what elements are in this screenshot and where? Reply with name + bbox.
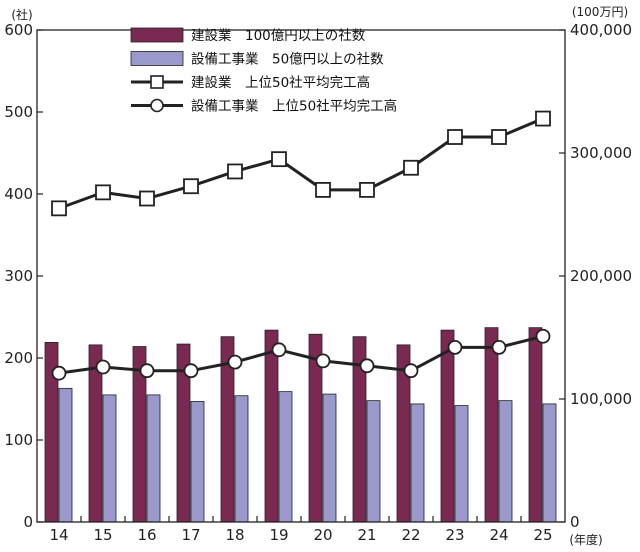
left-axis-unit: (社) xyxy=(11,7,32,22)
bar-equipment-18 xyxy=(234,395,249,523)
x-tick-label: 15 xyxy=(93,526,112,544)
x-tick-label: 24 xyxy=(489,526,508,544)
point-construction-22 xyxy=(403,159,419,176)
legend-marker-2 xyxy=(150,75,164,89)
x-tick-label: 14 xyxy=(49,526,68,544)
point-construction-16 xyxy=(139,190,155,207)
x-tick-label: 21 xyxy=(357,526,376,544)
legend-marker-3 xyxy=(150,98,164,113)
left-tick-label: 0 xyxy=(23,513,33,531)
right-tick-label: 300,000 xyxy=(570,144,632,162)
left-tick-label: 500 xyxy=(4,103,33,121)
line-construction-avg-completion xyxy=(58,117,544,210)
legend-label-3: 設備工事業 上位50社平均完工高 xyxy=(191,98,397,115)
point-construction-20 xyxy=(315,181,331,198)
line-equipment-avg-completion xyxy=(58,334,544,375)
point-construction-17 xyxy=(183,178,199,195)
bar-construction-23 xyxy=(440,329,455,523)
bar-equipment-16 xyxy=(146,394,161,523)
right-tick-label: 400,000 xyxy=(570,21,632,39)
point-equipment-17 xyxy=(183,363,199,379)
x-tick-label: 23 xyxy=(445,526,464,544)
point-equipment-24 xyxy=(491,339,507,355)
bar-equipment-19 xyxy=(278,391,293,523)
line-layer xyxy=(51,110,551,381)
bar-layer xyxy=(44,327,557,523)
legend-swatch-0 xyxy=(130,27,184,43)
point-equipment-21 xyxy=(359,358,375,374)
bar-equipment-21 xyxy=(366,400,381,523)
point-construction-19 xyxy=(271,151,287,168)
bar-construction-24 xyxy=(484,327,499,523)
point-equipment-16 xyxy=(139,363,155,379)
point-construction-18 xyxy=(227,163,243,180)
bar-equipment-15 xyxy=(102,394,117,523)
left-tick-label: 200 xyxy=(4,349,33,367)
point-construction-21 xyxy=(359,181,375,198)
bar-construction-19 xyxy=(264,329,279,523)
x-tick-label: 25 xyxy=(533,526,552,544)
point-equipment-22 xyxy=(403,363,419,379)
point-construction-14 xyxy=(51,200,67,217)
bar-equipment-14 xyxy=(58,387,73,523)
legend-swatch-1 xyxy=(130,51,184,66)
x-tick-label: 22 xyxy=(401,526,420,544)
point-equipment-15 xyxy=(95,359,111,375)
x-tick-label: 16 xyxy=(137,526,156,544)
left-tick-label: 600 xyxy=(4,21,33,39)
point-construction-23 xyxy=(447,129,463,145)
left-tick-label: 300 xyxy=(4,267,33,285)
x-tick-label: 19 xyxy=(269,526,288,544)
point-equipment-25 xyxy=(535,328,551,344)
bar-equipment-22 xyxy=(410,403,425,523)
bar-equipment-24 xyxy=(498,400,513,523)
point-construction-25 xyxy=(535,110,551,127)
x-tick-label: 20 xyxy=(313,526,332,544)
point-equipment-20 xyxy=(315,353,331,369)
right-tick-label: 200,000 xyxy=(570,267,632,285)
point-construction-15 xyxy=(95,184,111,201)
legend-label-2: 建設業 上位50社平均完工高 xyxy=(191,74,370,91)
x-tick-label: 17 xyxy=(181,526,200,544)
bar-construction-25 xyxy=(528,327,543,523)
point-equipment-19 xyxy=(271,342,287,358)
legend-label-1: 設備工事業 50億円以上の社数 xyxy=(191,52,384,68)
point-equipment-23 xyxy=(447,339,463,355)
left-tick-label: 400 xyxy=(4,185,33,203)
axes-layer: 0 100 200 300 400 500 600 0 100,000 200,000 300,00… xyxy=(4,21,632,544)
x-tick-label: 18 xyxy=(225,526,244,544)
x-axis-unit: (年度) xyxy=(569,532,602,547)
point-construction-24 xyxy=(491,129,507,145)
right-tick-label: 100,000 xyxy=(570,390,632,408)
bar-equipment-25 xyxy=(542,403,557,523)
legend-label-0: 建設業 100億円以上の社数 xyxy=(191,28,366,44)
right-axis-unit: (100万円) xyxy=(572,5,628,19)
point-equipment-18 xyxy=(227,354,243,370)
point-equipment-14 xyxy=(51,365,67,381)
left-tick-label: 100 xyxy=(4,431,33,449)
bar-equipment-23 xyxy=(454,405,469,523)
bar-equipment-17 xyxy=(190,401,205,523)
right-tick-label: 0 xyxy=(570,513,580,531)
bar-equipment-20 xyxy=(322,393,337,523)
